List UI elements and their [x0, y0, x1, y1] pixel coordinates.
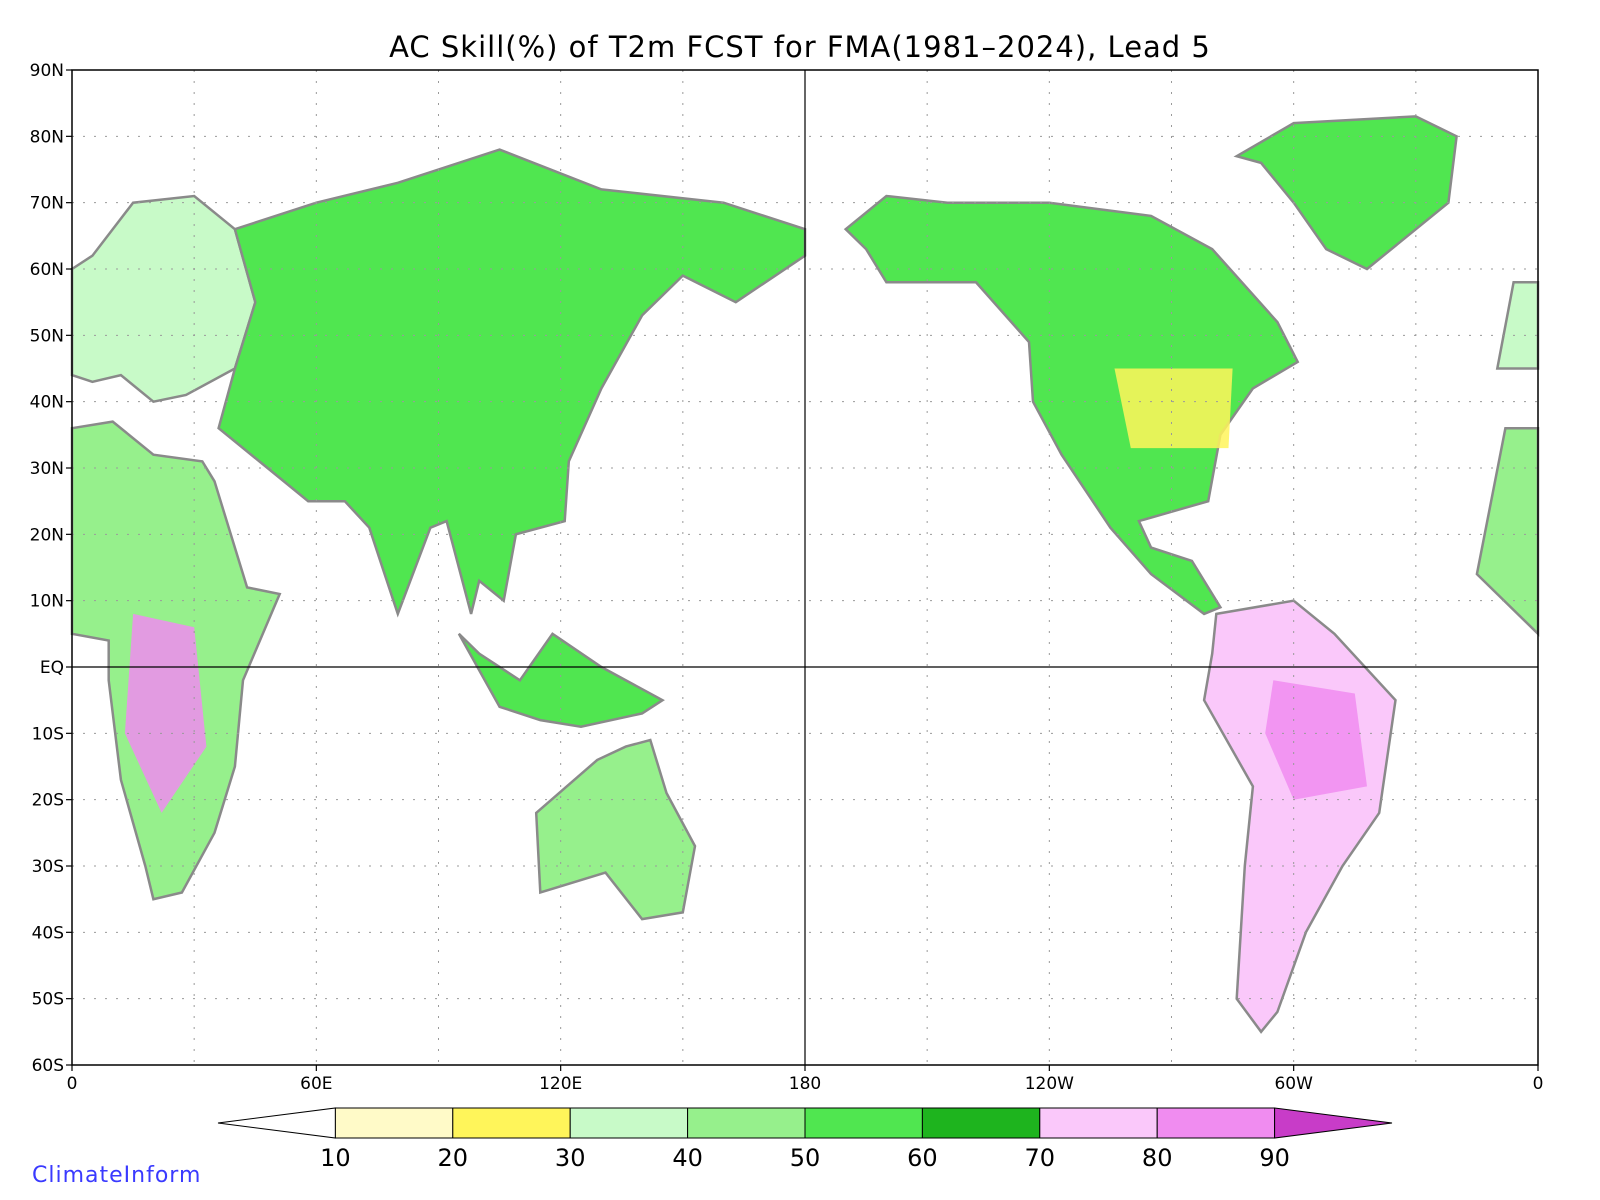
lat-tick-label: 10S [32, 724, 64, 744]
landmass-southamerica [1202, 599, 1397, 1034]
colorbar-swatch [334, 1107, 454, 1139]
high-skill-patch-southamerica [1265, 680, 1367, 800]
landmass-northamerica [843, 194, 1300, 616]
lat-tick-label: 30S [32, 857, 64, 877]
colorbar-level-label: 40 [672, 1144, 703, 1172]
lat-tick-label: 60N [30, 260, 64, 280]
credit-label: ClimateInform [32, 1163, 202, 1188]
graticule [72, 70, 1538, 1065]
colorbar-level-label: 60 [907, 1144, 938, 1172]
chart-title: AC Skill(%) of T2m FCST for FMA(1981–202… [389, 30, 1211, 64]
colorbar-swatch [1274, 1107, 1393, 1139]
landmass-wrap-1 [1495, 281, 1540, 370]
high-skill-patch-africa [124, 613, 207, 813]
colorbar-level-label: 10 [320, 1144, 351, 1172]
colorbar-level-label: 90 [1259, 1144, 1290, 1172]
colorbar-swatch [921, 1107, 1041, 1139]
low-skill-patch-central-us [1114, 368, 1233, 449]
colorbar-level-label: 80 [1142, 1144, 1173, 1172]
colorbar-swatch [569, 1107, 689, 1139]
lat-tick-label: 40N [30, 393, 64, 413]
lat-tick-label: 30N [30, 459, 64, 479]
landmass-asia [217, 148, 807, 618]
lat-tick-label: 60S [32, 1056, 64, 1076]
colorbar-swatch [687, 1107, 806, 1139]
colorbar: 10 20 30 40 50 60 70 80 90 [217, 1107, 1393, 1172]
landmass-europe [70, 194, 257, 404]
lat-tick-label: 20S [32, 791, 64, 811]
lat-tick-label: EQ [40, 658, 64, 678]
lat-tick-label: 50S [32, 990, 64, 1010]
lon-tick-label: 120W [1025, 1074, 1074, 1094]
landmass-indonesia [457, 632, 665, 728]
land-skill-field [70, 115, 1540, 1034]
colorbar-level-label: 50 [790, 1144, 821, 1172]
lat-tick-label: 90N [30, 61, 64, 81]
colorbar-swatch [1156, 1107, 1276, 1139]
lat-tick-label: 80N [30, 127, 64, 147]
colorbar-swatch [804, 1107, 923, 1139]
lon-tick-label: 60E [300, 1074, 332, 1094]
lat-tick-label: 10N [30, 592, 64, 612]
lon-tick-label: 0 [1533, 1074, 1544, 1094]
lat-tick-label: 50N [30, 326, 64, 346]
landmass-greenland [1233, 115, 1458, 271]
colorbar-swatch [452, 1107, 571, 1139]
plot-frame [71, 69, 1539, 1066]
lon-tick-label: 60W [1274, 1074, 1313, 1094]
colorbar-level-label: 70 [1025, 1144, 1056, 1172]
colorbar-level-label: 20 [438, 1144, 469, 1172]
lat-tick-label: 20N [30, 525, 64, 545]
lon-tick-label: 120E [539, 1074, 582, 1094]
landmass-wrap-0 [1475, 426, 1540, 637]
axis-labels: 90N 80N 70N 60N 50N 40N 30N 20N 10N EQ 10S 20S 30S 40… [30, 61, 1544, 1094]
colorbar-level-label: 30 [555, 1144, 586, 1172]
colorbar-swatch [217, 1107, 336, 1139]
lat-tick-label: 70N [30, 194, 64, 214]
lon-tick-label: 0 [67, 1074, 78, 1094]
lat-tick-label: 40S [32, 923, 64, 943]
lon-tick-label: 180 [789, 1074, 821, 1094]
landmass-australia [534, 738, 697, 921]
colorbar-swatch [1039, 1107, 1158, 1139]
